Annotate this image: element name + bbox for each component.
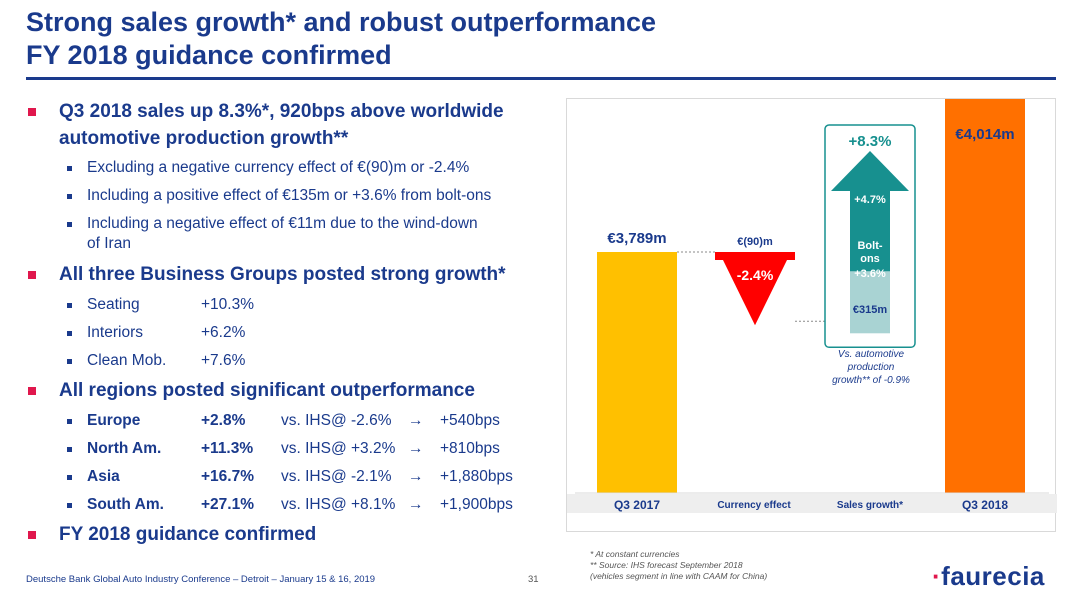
right-arrow-icon: → — [408, 412, 424, 429]
sub-bullet-icon — [67, 194, 72, 199]
bullet-square-icon — [28, 271, 36, 279]
sub-bullet-icon — [67, 166, 72, 171]
region-ihs: vs. IHS@ -2.6% — [281, 412, 392, 429]
growth-total-label: +8.3% — [849, 133, 892, 150]
currency-pct-label: -2.4% — [737, 267, 774, 283]
page-number: 31 — [528, 574, 539, 585]
bullet-heading: FY 2018 guidance confirmed — [59, 524, 317, 545]
x-tick-q3-2017: Q3 2017 — [614, 498, 660, 512]
logo-dot: · — [932, 561, 942, 591]
region-name: Europe — [87, 412, 141, 429]
sub-bullet-text: Including a positive effect of €135m or … — [87, 187, 492, 204]
region-bps: +540bps — [440, 412, 500, 429]
bolt-ons-box — [850, 271, 890, 334]
bullet-square-icon — [28, 531, 36, 539]
chart-svg: -2.4% €(90)m +8.3% +4.7% Bolt- ons +3.6%… — [567, 78, 1057, 513]
region-bps: +1,880bps — [440, 468, 513, 485]
sub-bullet-text: Excluding a negative currency effect of … — [87, 159, 470, 176]
footnotes: * At constant currencies ** Source: IHS … — [590, 549, 767, 582]
growth-value-label: €315m — [853, 304, 887, 316]
region-bps: +810bps — [440, 440, 500, 457]
region-value: +16.7% — [201, 468, 255, 485]
bullet-q3-line2: automotive production growth** — [59, 128, 349, 149]
group-value: +6.2% — [201, 324, 246, 341]
bar-label-q3-2018: €4,014m — [955, 126, 1014, 143]
sub-bullet-text: Including a negative effect of €11m due … — [87, 215, 478, 232]
group-value: +10.3% — [201, 296, 255, 313]
region-bps: +1,900bps — [440, 496, 513, 513]
logo-text: faurecia — [941, 561, 1045, 591]
region-value: +2.8% — [201, 412, 246, 429]
region-name: Asia — [87, 468, 120, 485]
right-arrow-icon: → — [408, 440, 424, 457]
group-name: Seating — [87, 296, 140, 313]
bullet-square-icon — [28, 387, 36, 395]
bolt-ons-label-1: Bolt- — [857, 240, 882, 252]
sub-bullet-icon — [67, 331, 72, 336]
sub-bullet-icon — [67, 503, 72, 508]
footnote-3: (vehicles segment in line with CAAM for … — [590, 571, 768, 581]
bolt-ons-label-3: +3.6% — [854, 268, 886, 280]
sales-bridge-chart: -2.4% €(90)m +8.3% +4.7% Bolt- ons +3.6%… — [566, 78, 1057, 532]
bullet-heading: All regions posted significant outperfor… — [59, 380, 475, 401]
title-line-1: Strong sales growth* and robust outperfo… — [26, 7, 657, 37]
annotation-line-1: Vs. automotive — [838, 349, 905, 360]
currency-down-arrow — [715, 252, 795, 326]
sub-bullet-icon — [67, 303, 72, 308]
region-ihs: vs. IHS@ +8.1% — [281, 496, 396, 513]
sub-bullet-icon — [67, 419, 72, 424]
bar-q3-2018 — [945, 78, 1025, 493]
bullet-heading: All three Business Groups posted strong … — [59, 264, 506, 285]
region-value: +11.3% — [201, 440, 254, 457]
right-arrow-icon: → — [408, 468, 424, 485]
currency-value-label: €(90)m — [737, 236, 773, 248]
slide-title: Strong sales growth* and robust outperfo… — [26, 6, 656, 72]
group-name: Interiors — [87, 324, 143, 341]
bar-label-q3-2017: €3,789m — [607, 230, 666, 247]
annotation-line-3: growth** of -0.9% — [832, 375, 910, 386]
x-axis-band — [567, 494, 1057, 513]
group-name: Clean Mob. — [87, 352, 167, 369]
right-arrow-icon: → — [408, 496, 424, 513]
footnote-1: * At constant currencies — [590, 549, 680, 559]
region-value: +27.1% — [201, 496, 255, 513]
x-tick-currency: Currency effect — [717, 500, 791, 511]
x-tick-growth: Sales growth* — [837, 500, 903, 511]
faurecia-logo: ·faurecia — [932, 561, 1045, 592]
growth-up-arrow — [831, 151, 909, 191]
sub-bullet-icon — [67, 475, 72, 480]
sub-bullet-icon — [67, 447, 72, 452]
x-tick-q3-2018: Q3 2018 — [962, 498, 1008, 512]
organic-growth-label: +4.7% — [854, 194, 886, 206]
title-line-2: FY 2018 guidance confirmed — [26, 40, 392, 70]
sub-bullet-icon — [67, 359, 72, 364]
group-value: +7.6% — [201, 352, 246, 369]
sub-bullet-icon — [67, 222, 72, 227]
region-ihs: vs. IHS@ -2.1% — [281, 468, 392, 485]
sub-bullet-text: of Iran — [87, 235, 131, 252]
region-ihs: vs. IHS@ +3.2% — [281, 440, 396, 457]
bullet-q3-line1: Q3 2018 sales up 8.3%*, 920bps above wor… — [59, 101, 504, 122]
bar-q3-2017 — [597, 252, 677, 493]
region-name: South Am. — [87, 496, 164, 513]
annotation-line-2: production — [847, 362, 895, 373]
bolt-ons-label-2: ons — [860, 253, 880, 265]
footer-event: Deutsche Bank Global Auto Industry Confe… — [26, 574, 376, 585]
region-name: North Am. — [87, 440, 162, 457]
footnote-2: ** Source: IHS forecast September 2018 — [590, 560, 743, 570]
title-divider — [26, 77, 1056, 80]
organic-growth-shaft — [850, 187, 890, 272]
bullet-square-icon — [28, 108, 36, 116]
